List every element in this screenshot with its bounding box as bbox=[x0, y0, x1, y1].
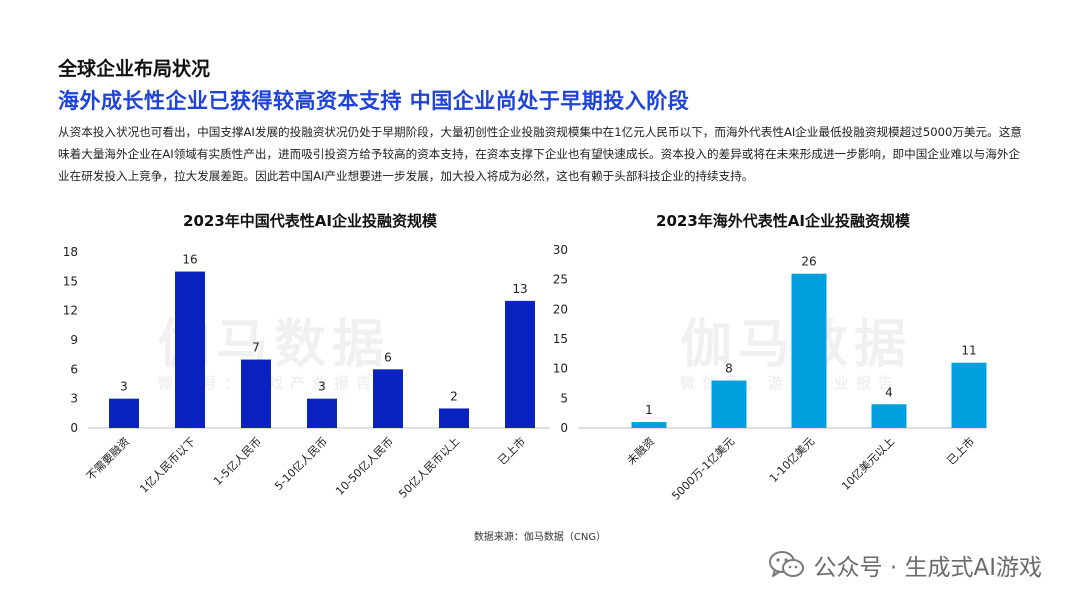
china-category-label: 50亿人民币以上 bbox=[396, 435, 462, 501]
overseas-category-label: 未融资 bbox=[625, 435, 658, 468]
china-data-label: 7 bbox=[252, 341, 260, 355]
overseas-category-label: 5000万-1亿美元 bbox=[669, 435, 737, 503]
china-y-tick-label: 18 bbox=[63, 245, 78, 259]
china-bar bbox=[109, 398, 139, 428]
overseas-y-tick-label: 10 bbox=[553, 362, 568, 376]
china-category-label: 1亿人民币以下 bbox=[137, 435, 198, 496]
chart-title-overseas: 2023年海外代表性AI企业投融资规模 bbox=[656, 212, 910, 230]
china-category-label: 1-5亿人民币 bbox=[211, 435, 264, 488]
wechat-icon bbox=[768, 551, 804, 577]
china-category-label: 不需要融资 bbox=[84, 435, 132, 483]
china-data-label: 3 bbox=[318, 380, 326, 394]
china-bar bbox=[373, 369, 403, 428]
china-data-label: 13 bbox=[512, 282, 527, 296]
overseas-bar bbox=[791, 273, 827, 428]
china-bar bbox=[241, 359, 271, 428]
china-y-tick-label: 0 bbox=[70, 421, 78, 435]
china-data-label: 16 bbox=[182, 253, 197, 267]
overseas-category-label: 10亿美元以上 bbox=[839, 435, 897, 493]
overseas-y-tick-label: 20 bbox=[553, 302, 568, 316]
china-data-label: 2 bbox=[450, 389, 458, 403]
overseas-bar bbox=[871, 404, 907, 428]
bar-chart-overseas: 0 5 10 15 20 25 30 1 未融资 8 5000万-1亿美元 26 1-10亿美元 4 10亿… bbox=[553, 243, 987, 503]
overseas-y-tick-label: 5 bbox=[560, 391, 568, 405]
chart-title-china: 2023年中国代表性AI企业投融资规模 bbox=[183, 212, 437, 230]
china-y-tick-label: 15 bbox=[63, 274, 78, 288]
overseas-data-label: 4 bbox=[885, 385, 893, 399]
china-y-tick-label: 9 bbox=[70, 333, 78, 347]
china-y-tick-label: 12 bbox=[63, 304, 78, 318]
intro-paragraph: 从资本投入状况也可看出，中国支撑AI发展的投融资状况仍处于早期阶段，大量初创性企… bbox=[58, 125, 1022, 183]
overseas-bar bbox=[711, 380, 747, 428]
overseas-bar bbox=[631, 422, 667, 428]
china-y-tick-label: 3 bbox=[70, 392, 78, 406]
china-y-tick-label: 6 bbox=[70, 362, 78, 376]
china-bar bbox=[439, 408, 469, 428]
overseas-y-tick-label: 30 bbox=[553, 243, 568, 257]
china-data-label: 6 bbox=[384, 350, 392, 364]
china-category-label: 已上市 bbox=[495, 434, 528, 467]
brand-text: 公众号 · 生成式AI游戏 bbox=[813, 555, 1042, 581]
overseas-y-tick-label: 25 bbox=[553, 273, 568, 287]
china-data-label: 3 bbox=[120, 380, 128, 394]
overseas-data-label: 1 bbox=[645, 403, 653, 417]
overseas-data-label: 26 bbox=[801, 255, 816, 269]
headline: 海外成长性企业已获得较高资本支持 中国企业尚处于早期投入阶段 bbox=[58, 89, 690, 113]
overseas-category-label: 1-10亿美元 bbox=[767, 435, 817, 485]
bar-chart-china: 0 3 6 9 12 15 18 3 不需要融资 16 1亿人民币以下 7 1-5亿人民币 3 5-10亿人… bbox=[63, 245, 550, 501]
overseas-y-tick-label: 15 bbox=[553, 332, 568, 346]
china-bar bbox=[505, 300, 535, 428]
overseas-y-tick-label: 0 bbox=[560, 421, 568, 435]
overseas-data-label: 11 bbox=[961, 344, 976, 358]
overseas-bar bbox=[951, 362, 987, 428]
overseas-category-label: 已上市 bbox=[944, 434, 977, 467]
china-bar bbox=[307, 398, 337, 428]
china-category-label: 5-10亿人民币 bbox=[272, 435, 330, 493]
data-source: 数据来源：伽马数据（CNG） bbox=[473, 532, 607, 543]
overseas-data-label: 8 bbox=[725, 362, 733, 376]
china-bar bbox=[175, 271, 205, 428]
brand-footer: 公众号 · 生成式AI游戏 bbox=[768, 548, 1042, 582]
section-title: 全球企业布局状况 bbox=[58, 58, 211, 80]
china-category-label: 10-50亿人民币 bbox=[333, 435, 396, 498]
